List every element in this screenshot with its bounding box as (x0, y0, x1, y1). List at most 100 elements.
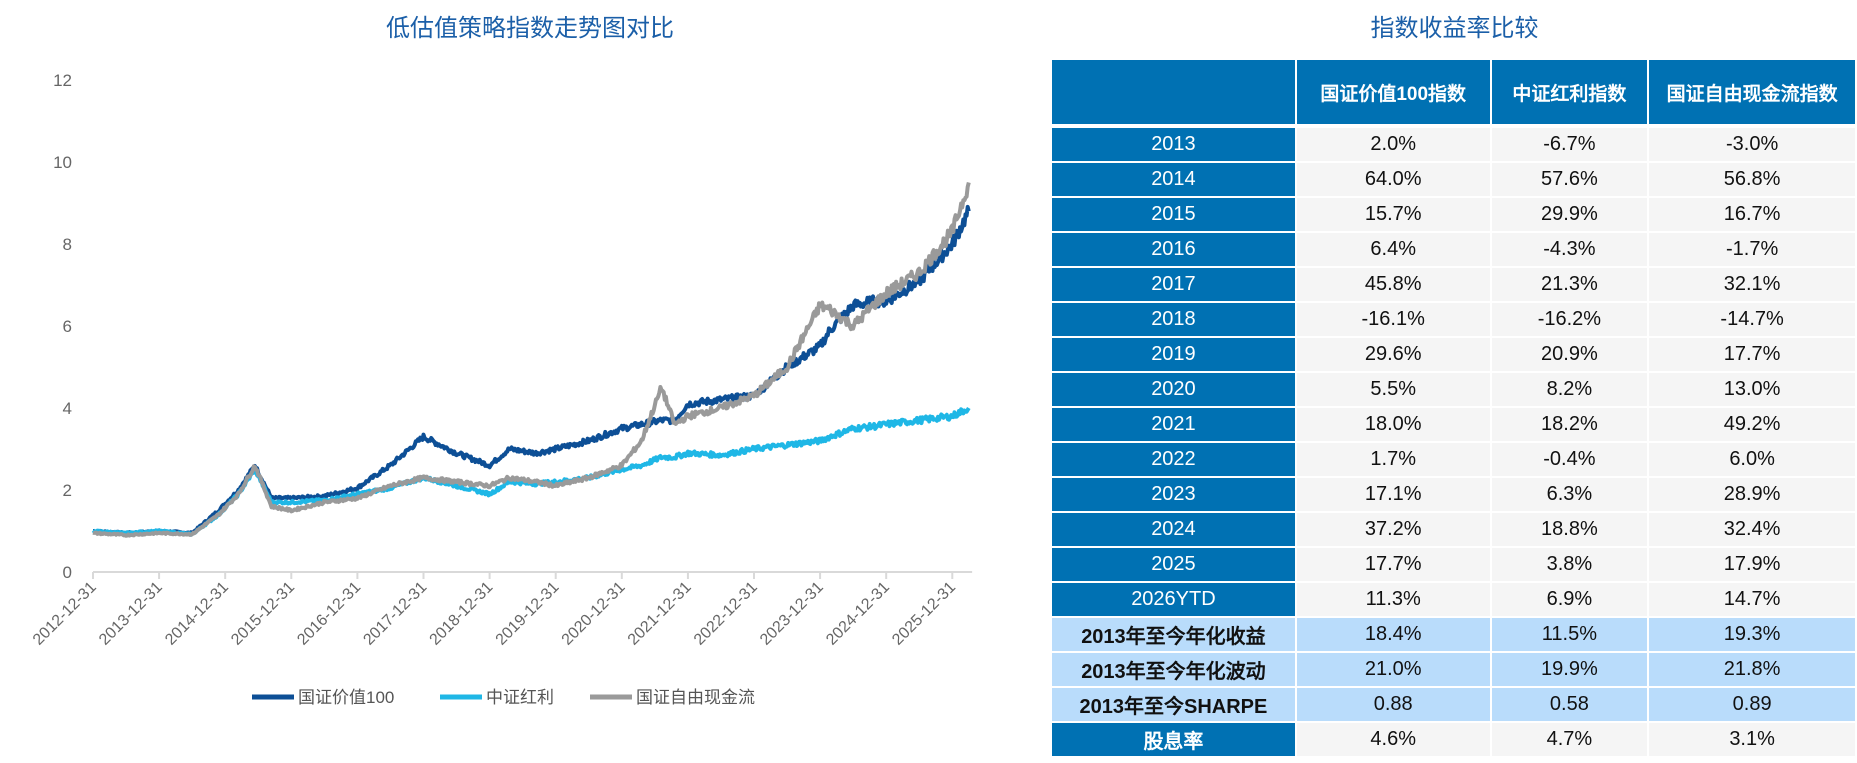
row-label: 2013 (1052, 128, 1295, 161)
row-value: 3.1% (1649, 723, 1855, 756)
row-value: 28.9% (1649, 478, 1855, 511)
row-value: -4.3% (1491, 233, 1648, 266)
row-value: -3.0% (1649, 128, 1855, 161)
table-row: 2016 6.4% -4.3% -1.7% (1052, 233, 1855, 266)
row-value: -6.7% (1491, 128, 1648, 161)
row-value: -14.7% (1649, 303, 1855, 336)
header-blank (1052, 60, 1295, 124)
x-tick-label: 2014-12-31 (162, 579, 232, 649)
table-row: 2015 15.7% 29.9% 16.7% (1052, 198, 1855, 231)
row-label: 2014 (1052, 163, 1295, 196)
row-value: 18.0% (1296, 408, 1490, 441)
row-label: 2017 (1052, 268, 1295, 301)
row-label: 2026YTD (1052, 583, 1295, 616)
row-value: 0.88 (1296, 688, 1490, 721)
table-title: 指数收益率比较 (1370, 15, 1539, 42)
row-value: 3.8% (1491, 548, 1648, 581)
row-value: 14.7% (1649, 583, 1855, 616)
table-row: 2013 2.0% -6.7% -3.0% (1052, 128, 1855, 161)
table-row: 2023 17.1% 6.3% 28.9% (1052, 478, 1855, 511)
row-value: 2.0% (1296, 128, 1490, 161)
legend-label: 国证价值100 (298, 688, 394, 707)
row-label: 2013年至今SHARPE (1052, 688, 1295, 721)
table-row: 2020 5.5% 8.2% 13.0% (1052, 373, 1855, 406)
row-value: 19.3% (1649, 618, 1855, 651)
x-tick-label: 2024-12-31 (823, 579, 893, 649)
row-value: -1.7% (1649, 233, 1855, 266)
row-value: 6.4% (1296, 233, 1490, 266)
row-value: 18.8% (1491, 513, 1648, 546)
row-value: 29.9% (1491, 198, 1648, 231)
header-value100: 国证价值100指数 (1296, 60, 1490, 124)
y-tick-label: 10 (53, 153, 72, 172)
x-tick-label: 2015-12-31 (228, 579, 298, 649)
row-value: 8.2% (1491, 373, 1648, 406)
x-tick-label: 2019-12-31 (493, 579, 563, 649)
table-row: 2026YTD 11.3% 6.9% 14.7% (1052, 583, 1855, 616)
chart-title: 低估值策略指数走势图对比 (386, 15, 674, 42)
row-label: 2024 (1052, 513, 1295, 546)
row-value: 6.3% (1491, 478, 1648, 511)
row-value: 16.7% (1649, 198, 1855, 231)
series-line-2 (92, 181, 971, 538)
row-value: 0.58 (1491, 688, 1648, 721)
row-value: 49.2% (1649, 408, 1855, 441)
row-value: 19.9% (1491, 653, 1648, 686)
x-tick-label: 2018-12-31 (427, 579, 497, 649)
row-value: 5.5% (1296, 373, 1490, 406)
table-row: 2013年至今SHARPE 0.88 0.58 0.89 (1052, 688, 1855, 721)
table-row: 2013年至今年化收益 18.4% 11.5% 19.3% (1052, 618, 1855, 651)
y-tick-label: 8 (63, 235, 72, 254)
row-value: 6.0% (1649, 443, 1855, 476)
y-tick-label: 12 (53, 71, 72, 90)
row-value: 57.6% (1491, 163, 1648, 196)
row-value: 17.7% (1649, 338, 1855, 371)
row-value: 32.4% (1649, 513, 1855, 546)
x-tick-label: 2016-12-31 (294, 579, 364, 649)
row-value: 11.3% (1296, 583, 1490, 616)
table-row: 2017 45.8% 21.3% 32.1% (1052, 268, 1855, 301)
row-label: 2022 (1052, 443, 1295, 476)
table-row: 股息率 4.6% 4.7% 3.1% (1052, 723, 1855, 756)
row-value: -16.2% (1491, 303, 1648, 336)
row-label: 2025 (1052, 548, 1295, 581)
row-value: 21.0% (1296, 653, 1490, 686)
row-value: 45.8% (1296, 268, 1490, 301)
row-value: 13.0% (1649, 373, 1855, 406)
row-value: 29.6% (1296, 338, 1490, 371)
table-row: 2024 37.2% 18.8% 32.4% (1052, 513, 1855, 546)
table-row: 2018 -16.1% -16.2% -14.7% (1052, 303, 1855, 336)
legend-label: 中证红利 (486, 688, 554, 707)
row-value: 64.0% (1296, 163, 1490, 196)
row-value: 0.89 (1649, 688, 1855, 721)
row-label: 2016 (1052, 233, 1295, 266)
legend-label: 国证自由现金流 (636, 688, 755, 707)
x-tick-label: 2022-12-31 (691, 579, 761, 649)
header-dividend: 中证红利指数 (1491, 60, 1648, 124)
row-label: 2018 (1052, 303, 1295, 336)
y-tick-label: 0 (63, 563, 72, 582)
row-label: 2015 (1052, 198, 1295, 231)
row-value: 18.4% (1296, 618, 1490, 651)
row-value: 18.2% (1491, 408, 1648, 441)
table-row: 2022 1.7% -0.4% 6.0% (1052, 443, 1855, 476)
row-value: 20.9% (1491, 338, 1648, 371)
row-label: 2013年至今年化收益 (1052, 618, 1295, 651)
returns-table: 国证价值100指数 中证红利指数 国证自由现金流指数 2013 2.0% -6.7%… (1050, 58, 1857, 758)
row-value: 15.7% (1296, 198, 1490, 231)
row-value: 17.9% (1649, 548, 1855, 581)
row-value: 17.1% (1296, 478, 1490, 511)
x-tick-label: 2017-12-31 (360, 579, 430, 649)
row-value: 21.8% (1649, 653, 1855, 686)
x-tick-label: 2023-12-31 (757, 579, 827, 649)
row-value: 4.7% (1491, 723, 1648, 756)
x-tick-label: 2013-12-31 (96, 579, 166, 649)
header-fcf: 国证自由现金流指数 (1649, 60, 1855, 124)
row-value: 37.2% (1296, 513, 1490, 546)
row-label: 2023 (1052, 478, 1295, 511)
row-value: 56.8% (1649, 163, 1855, 196)
table-row: 2021 18.0% 18.2% 49.2% (1052, 408, 1855, 441)
table-row: 2014 64.0% 57.6% 56.8% (1052, 163, 1855, 196)
row-value: 6.9% (1491, 583, 1648, 616)
row-label: 股息率 (1052, 723, 1295, 756)
